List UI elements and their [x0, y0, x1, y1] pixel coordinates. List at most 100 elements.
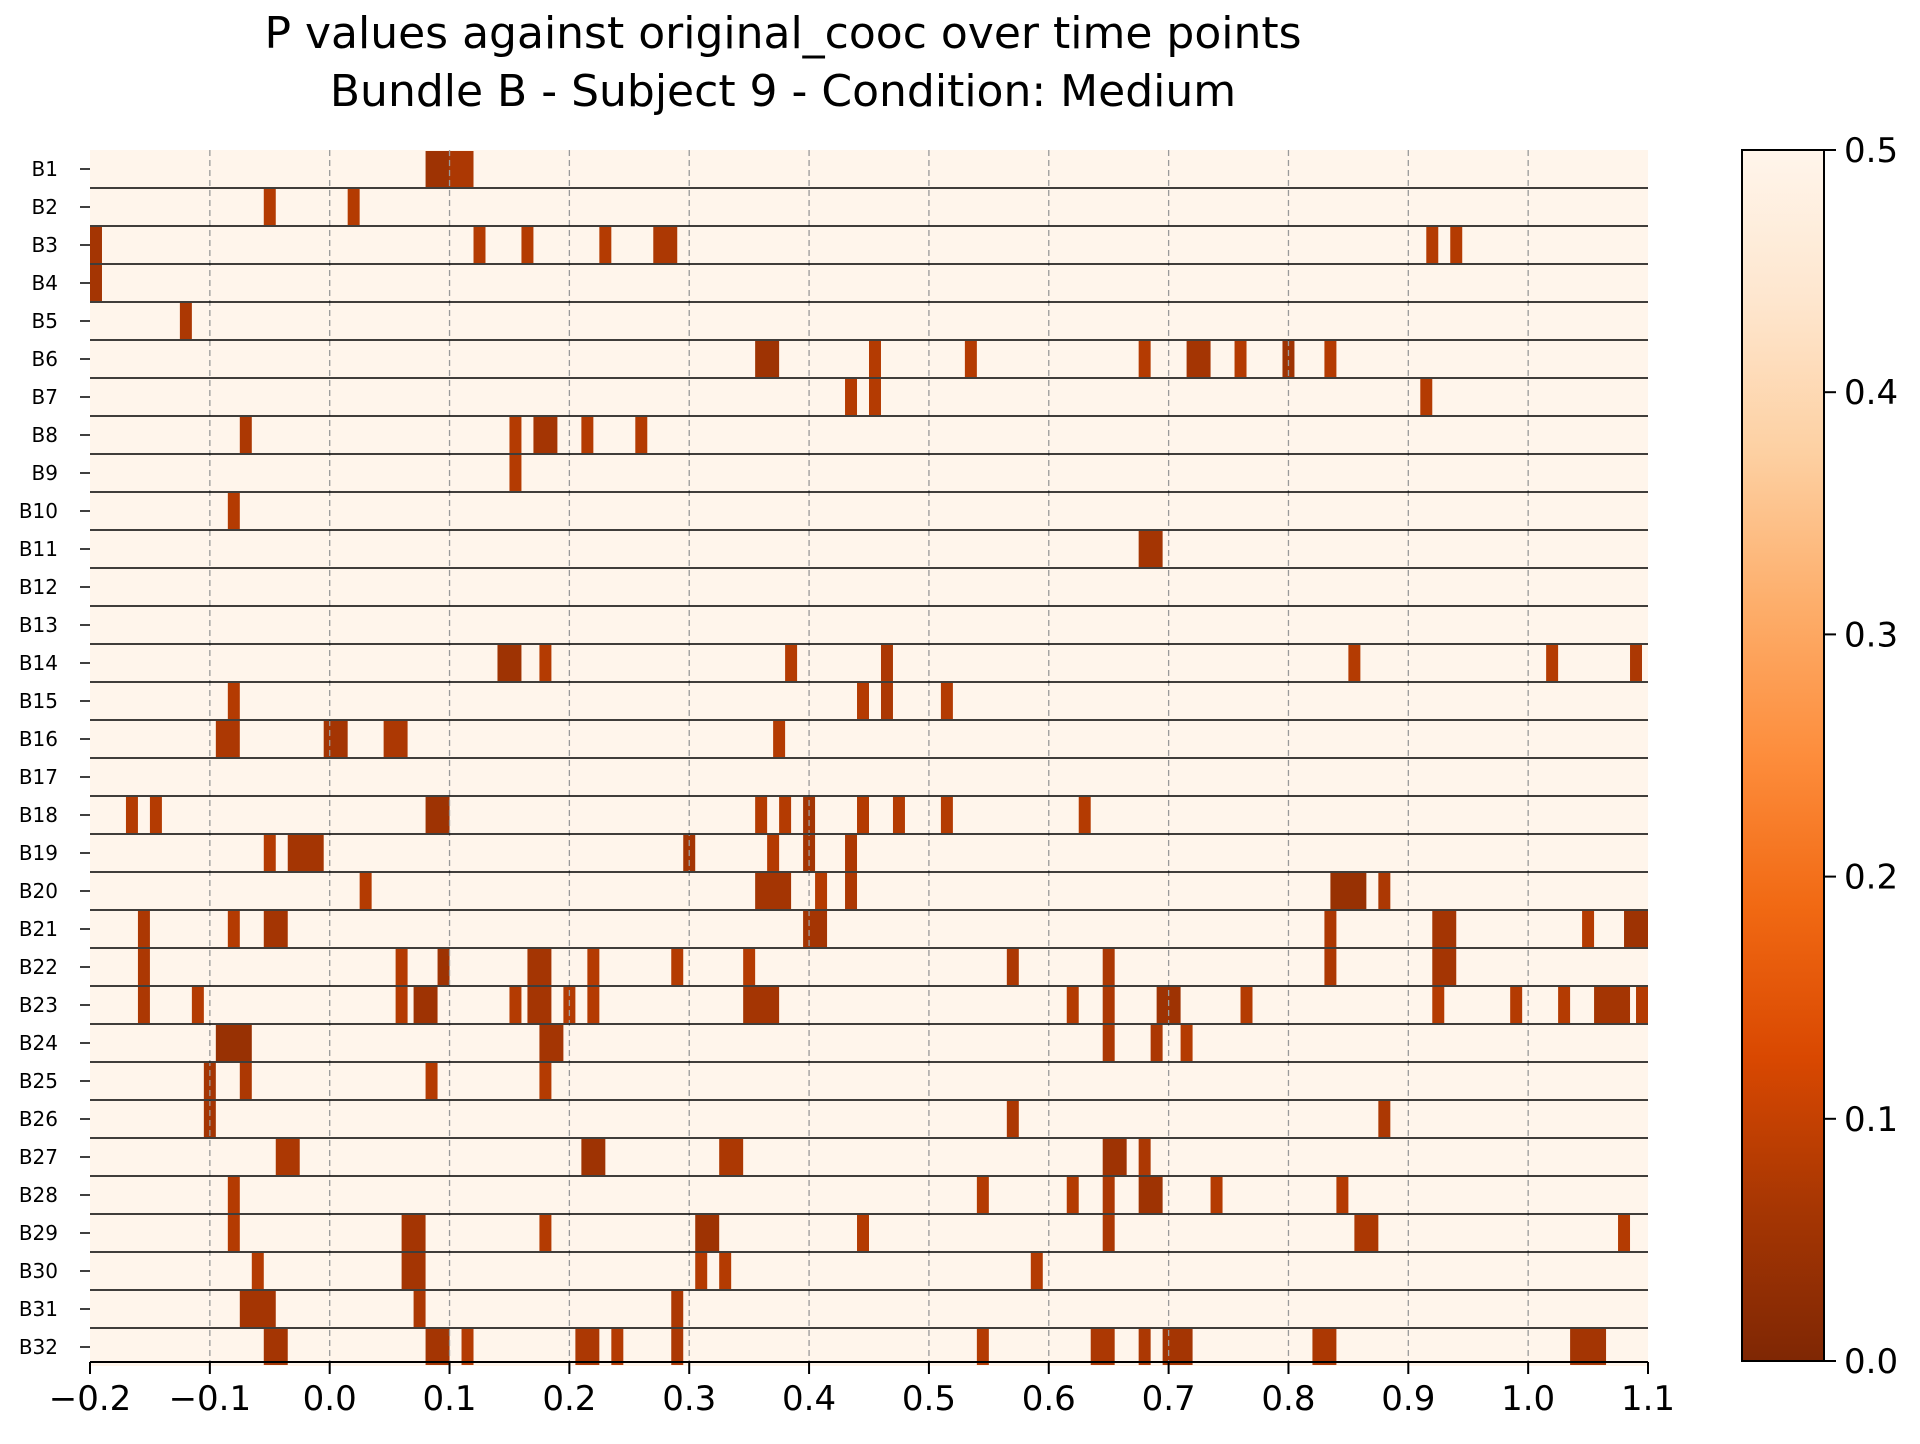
- significant-cell: [227, 1177, 240, 1213]
- significant-cell: [1624, 911, 1648, 947]
- heatmap-row-B26: [90, 1100, 1648, 1138]
- row-background: [90, 188, 1648, 226]
- significant-cell: [539, 1025, 564, 1061]
- significant-cell: [521, 227, 534, 263]
- x-tick-label: 0.0: [303, 1379, 357, 1419]
- significant-cell: [1138, 1139, 1151, 1175]
- x-tick-label: 0.2: [542, 1379, 596, 1419]
- colorbar-tick-label: 0.0: [1844, 1342, 1898, 1382]
- y-tick-label: B10: [19, 499, 58, 523]
- heatmap-row-B19: [90, 834, 1648, 872]
- significant-cell: [815, 873, 828, 909]
- significant-cell: [137, 949, 150, 985]
- heatmap-row-B25: [90, 1062, 1648, 1100]
- x-tick-label: 0.7: [1142, 1379, 1196, 1419]
- significant-cell: [857, 797, 869, 833]
- significant-cell: [1102, 1215, 1115, 1251]
- significant-cell: [179, 303, 192, 339]
- y-tick-label: B9: [32, 461, 58, 485]
- y-tick-label: B14: [19, 651, 58, 675]
- heatmap-row-B1: [90, 150, 1648, 188]
- significant-cell: [1102, 1177, 1115, 1213]
- row-background: [90, 568, 1648, 606]
- significant-cell: [497, 645, 522, 681]
- significant-cell: [1432, 987, 1445, 1023]
- significant-cell: [1150, 1025, 1163, 1061]
- significant-cell: [653, 227, 678, 263]
- row-background: [90, 1252, 1648, 1290]
- x-tick-label: 0.9: [1381, 1379, 1435, 1419]
- significant-cell: [940, 683, 953, 719]
- significant-cell: [1006, 949, 1019, 985]
- significant-cell: [203, 1101, 216, 1137]
- row-background: [90, 986, 1648, 1024]
- colorbar-tick-label: 0.4: [1844, 373, 1898, 413]
- row-background: [90, 644, 1648, 682]
- x-tick-label: −0.1: [169, 1379, 252, 1419]
- y-tick-label: B26: [19, 1107, 58, 1131]
- row-background: [90, 720, 1648, 758]
- y-tick-label: B27: [19, 1145, 58, 1169]
- significant-cell: [425, 151, 450, 187]
- significant-cell: [395, 949, 408, 985]
- y-tick-label: B16: [19, 727, 58, 751]
- y-tick-label: B11: [19, 537, 58, 561]
- row-background: [90, 226, 1648, 264]
- significant-cell: [1180, 1025, 1193, 1061]
- significant-cell: [1432, 949, 1457, 985]
- significant-cell: [1138, 1177, 1163, 1213]
- significant-cell: [1348, 645, 1361, 681]
- heatmap-row-B24: [90, 1024, 1648, 1062]
- colorbar: 0.0 0.1 0.2 0.3 0.4 0.5: [1741, 131, 1898, 1382]
- y-tick-label: B23: [19, 993, 58, 1017]
- significant-cell: [857, 1215, 869, 1251]
- heatmap-row-B9: [90, 454, 1648, 492]
- significant-cell: [1186, 341, 1211, 377]
- y-tick-label: B29: [19, 1221, 58, 1245]
- significant-cell: [611, 1329, 624, 1365]
- significant-cell: [1282, 341, 1295, 377]
- heatmap-rows: [90, 150, 1648, 1366]
- significant-cell: [90, 227, 102, 263]
- significant-cell: [263, 1329, 288, 1365]
- heatmap-row-B30: [90, 1252, 1648, 1290]
- y-tick-label: B17: [19, 765, 58, 789]
- significant-cell: [1102, 1025, 1115, 1061]
- significant-cell: [227, 911, 240, 947]
- y-tick-label: B30: [19, 1259, 58, 1283]
- heatmap-row-B21: [90, 910, 1648, 948]
- significant-cell: [845, 379, 858, 415]
- significant-cell: [1102, 949, 1115, 985]
- significant-cell: [509, 417, 522, 453]
- significant-cell: [940, 797, 953, 833]
- row-background: [90, 1062, 1648, 1100]
- row-background: [90, 302, 1648, 340]
- significant-cell: [539, 1063, 552, 1099]
- y-tick-label: B28: [19, 1183, 58, 1207]
- significant-cell: [239, 417, 252, 453]
- significant-cell: [1594, 987, 1631, 1023]
- significant-cell: [1630, 645, 1643, 681]
- significant-cell: [425, 1329, 450, 1365]
- significant-cell: [263, 911, 288, 947]
- x-tick-label: 1.0: [1501, 1379, 1555, 1419]
- significant-cell: [473, 227, 486, 263]
- significant-cell: [880, 645, 893, 681]
- significant-cell: [976, 1177, 989, 1213]
- row-background: [90, 758, 1648, 796]
- significant-cell: [1510, 987, 1523, 1023]
- significant-cell: [263, 835, 276, 871]
- significant-cell: [137, 911, 150, 947]
- row-background: [90, 150, 1648, 188]
- significant-cell: [1324, 911, 1337, 947]
- x-tick-label: 0.5: [902, 1379, 956, 1419]
- significant-cell: [1570, 1329, 1607, 1365]
- x-tick-label: 0.6: [1022, 1379, 1076, 1419]
- chart-title: P values against original_cooc over time…: [264, 8, 1301, 59]
- significant-cell: [461, 1329, 474, 1365]
- significant-cell: [1432, 911, 1457, 947]
- y-tick-label: B1: [32, 157, 58, 181]
- row-background: [90, 834, 1648, 872]
- significant-cell: [1354, 1215, 1379, 1251]
